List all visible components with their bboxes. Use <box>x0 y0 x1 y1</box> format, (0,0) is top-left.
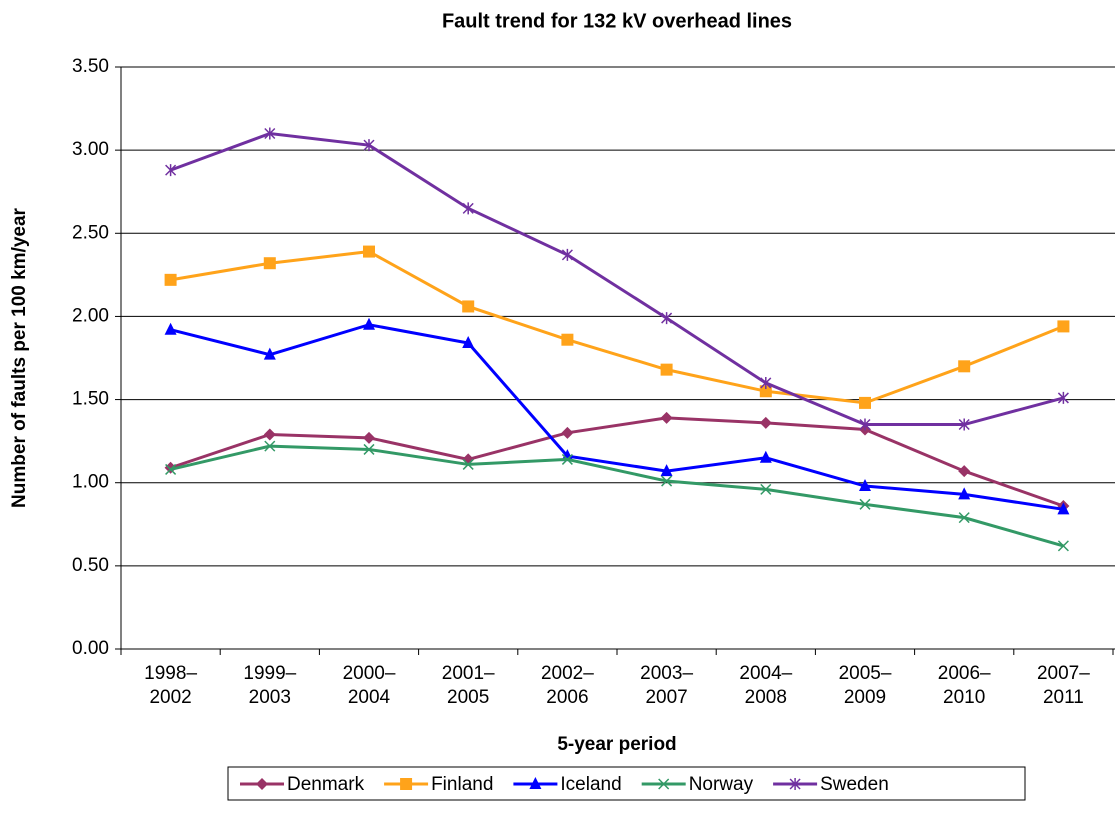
marker <box>958 360 971 373</box>
marker <box>760 376 772 389</box>
chart-title: Fault trend for 132 kV overhead lines <box>442 10 792 32</box>
marker <box>661 475 673 487</box>
x-tick-label: 1998–2002 <box>144 663 198 708</box>
marker <box>264 127 276 140</box>
x-tick-label: 2006–2010 <box>937 663 991 708</box>
series-line <box>170 250 1064 405</box>
marker <box>561 453 573 465</box>
marker <box>658 778 670 790</box>
marker <box>529 777 542 789</box>
marker <box>164 461 177 474</box>
legend-label: Norway <box>689 774 754 795</box>
series-line <box>170 444 1064 548</box>
y-tick-label: 0.50 <box>72 555 109 576</box>
marker <box>164 322 177 335</box>
y-tick-label: 2.00 <box>72 305 109 326</box>
y-tick-label: 0.00 <box>72 638 109 659</box>
marker <box>400 778 413 790</box>
marker <box>256 778 268 790</box>
marker <box>1057 540 1069 552</box>
legend-box <box>227 766 1026 801</box>
marker <box>561 333 574 346</box>
marker <box>660 411 673 424</box>
marker <box>759 416 772 429</box>
y-tick-label: 1.00 <box>72 472 109 493</box>
y-tick-label: 3.00 <box>72 139 109 160</box>
marker <box>1057 502 1070 515</box>
marker <box>958 418 970 431</box>
marker <box>363 317 375 330</box>
marker <box>462 300 475 313</box>
marker <box>263 257 276 270</box>
marker <box>164 273 177 286</box>
series-line <box>170 416 1064 508</box>
marker <box>462 458 474 470</box>
series-line <box>170 323 1064 511</box>
marker <box>363 139 375 152</box>
y-tick-label: 2.50 <box>72 222 109 243</box>
marker <box>958 512 970 524</box>
series-line <box>170 131 1064 427</box>
x-tick-label: 2001–2005 <box>441 663 495 708</box>
legend-label: Denmark <box>287 774 365 795</box>
marker <box>661 312 673 325</box>
x-tick-label: 2003–2007 <box>640 663 694 708</box>
legend-label: Iceland <box>560 774 621 795</box>
marker <box>760 483 772 495</box>
marker <box>859 396 871 409</box>
legend-label: Sweden <box>820 774 889 795</box>
x-tick-label: 2004–2008 <box>739 663 793 708</box>
marker <box>462 202 474 215</box>
y-tick-label: 3.50 <box>72 56 109 77</box>
marker <box>958 465 971 478</box>
marker <box>759 450 772 463</box>
marker <box>165 463 177 475</box>
y-axis-label: Number of faults per 100 km/year <box>9 207 30 507</box>
x-tick-label: 2007–2011 <box>1036 663 1090 708</box>
x-tick-label: 2000–2004 <box>342 663 396 708</box>
marker <box>363 245 375 258</box>
x-tick-label: 2002–2006 <box>540 663 594 708</box>
legend-label: Finland <box>431 774 493 795</box>
marker <box>859 418 871 431</box>
marker <box>759 385 772 398</box>
x-axis-label: 5-year period <box>557 734 676 755</box>
marker <box>660 363 673 376</box>
marker <box>462 336 475 349</box>
marker <box>165 164 177 177</box>
marker <box>789 778 801 790</box>
marker <box>958 487 971 500</box>
marker <box>263 428 276 441</box>
marker <box>1057 391 1069 404</box>
marker <box>363 431 375 444</box>
marker <box>264 440 276 452</box>
marker <box>859 498 871 510</box>
x-tick-label: 1999–2003 <box>243 663 297 708</box>
x-tick-label: 2005–2009 <box>838 663 892 708</box>
marker <box>660 464 673 477</box>
marker <box>1057 320 1070 333</box>
marker <box>263 347 276 360</box>
marker <box>859 479 871 492</box>
marker <box>561 426 574 439</box>
marker <box>561 248 573 261</box>
y-tick-label: 1.50 <box>72 389 109 410</box>
marker <box>363 443 375 455</box>
